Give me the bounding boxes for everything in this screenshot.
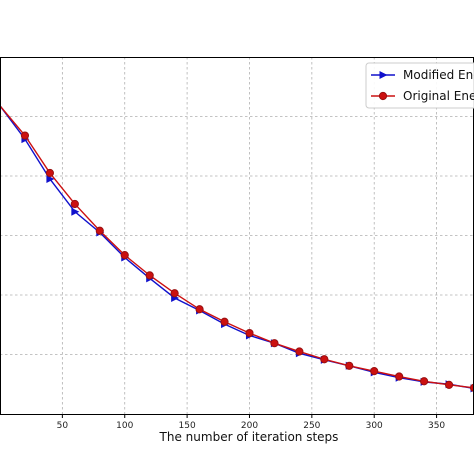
x-tick-label: 350 bbox=[428, 421, 445, 431]
data-point bbox=[245, 328, 254, 338]
data-point bbox=[95, 226, 104, 235]
data-point bbox=[220, 317, 229, 326]
legend-box bbox=[365, 62, 474, 109]
series-layer bbox=[0, 105, 474, 393]
data-point bbox=[145, 271, 154, 280]
x-tick-label: 300 bbox=[366, 421, 383, 431]
data-point bbox=[420, 377, 429, 386]
grid bbox=[0, 57, 474, 414]
series-modified bbox=[0, 105, 474, 393]
legend-label: Original Ene bbox=[403, 89, 474, 103]
data-point bbox=[170, 289, 179, 298]
series-original bbox=[0, 105, 474, 392]
data-point bbox=[378, 91, 388, 101]
data-point bbox=[345, 361, 354, 370]
data-point bbox=[295, 347, 304, 356]
data-point bbox=[395, 372, 404, 381]
legend-label: Modified Ene bbox=[403, 68, 474, 82]
data-point bbox=[370, 367, 379, 376]
legend: Modified Ene Original Ene bbox=[365, 62, 474, 109]
x-tick-label: 250 bbox=[303, 421, 320, 431]
data-point bbox=[379, 71, 388, 79]
data-point bbox=[444, 380, 454, 389]
x-tick-label: 200 bbox=[241, 421, 258, 431]
x-axis-label: The number of iteration steps bbox=[159, 430, 339, 444]
x-tick-label: 150 bbox=[179, 421, 196, 431]
data-point bbox=[195, 305, 204, 314]
data-point bbox=[120, 251, 129, 260]
data-point bbox=[20, 131, 30, 140]
ticks: 50 100 150 200 250 300 350 bbox=[57, 414, 445, 431]
series-line bbox=[0, 105, 474, 390]
x-tick-label: 50 bbox=[57, 421, 69, 431]
legend-item: Original Ene bbox=[371, 89, 474, 103]
legend-item: Modified Ene bbox=[371, 68, 474, 82]
data-point bbox=[320, 355, 329, 364]
data-point bbox=[46, 174, 55, 183]
plot-frame bbox=[0, 57, 474, 415]
data-point bbox=[45, 168, 54, 178]
data-point bbox=[71, 207, 80, 216]
x-tick-label: 100 bbox=[116, 421, 133, 431]
data-point bbox=[70, 199, 79, 209]
series-line bbox=[0, 105, 474, 389]
data-point bbox=[270, 339, 279, 348]
